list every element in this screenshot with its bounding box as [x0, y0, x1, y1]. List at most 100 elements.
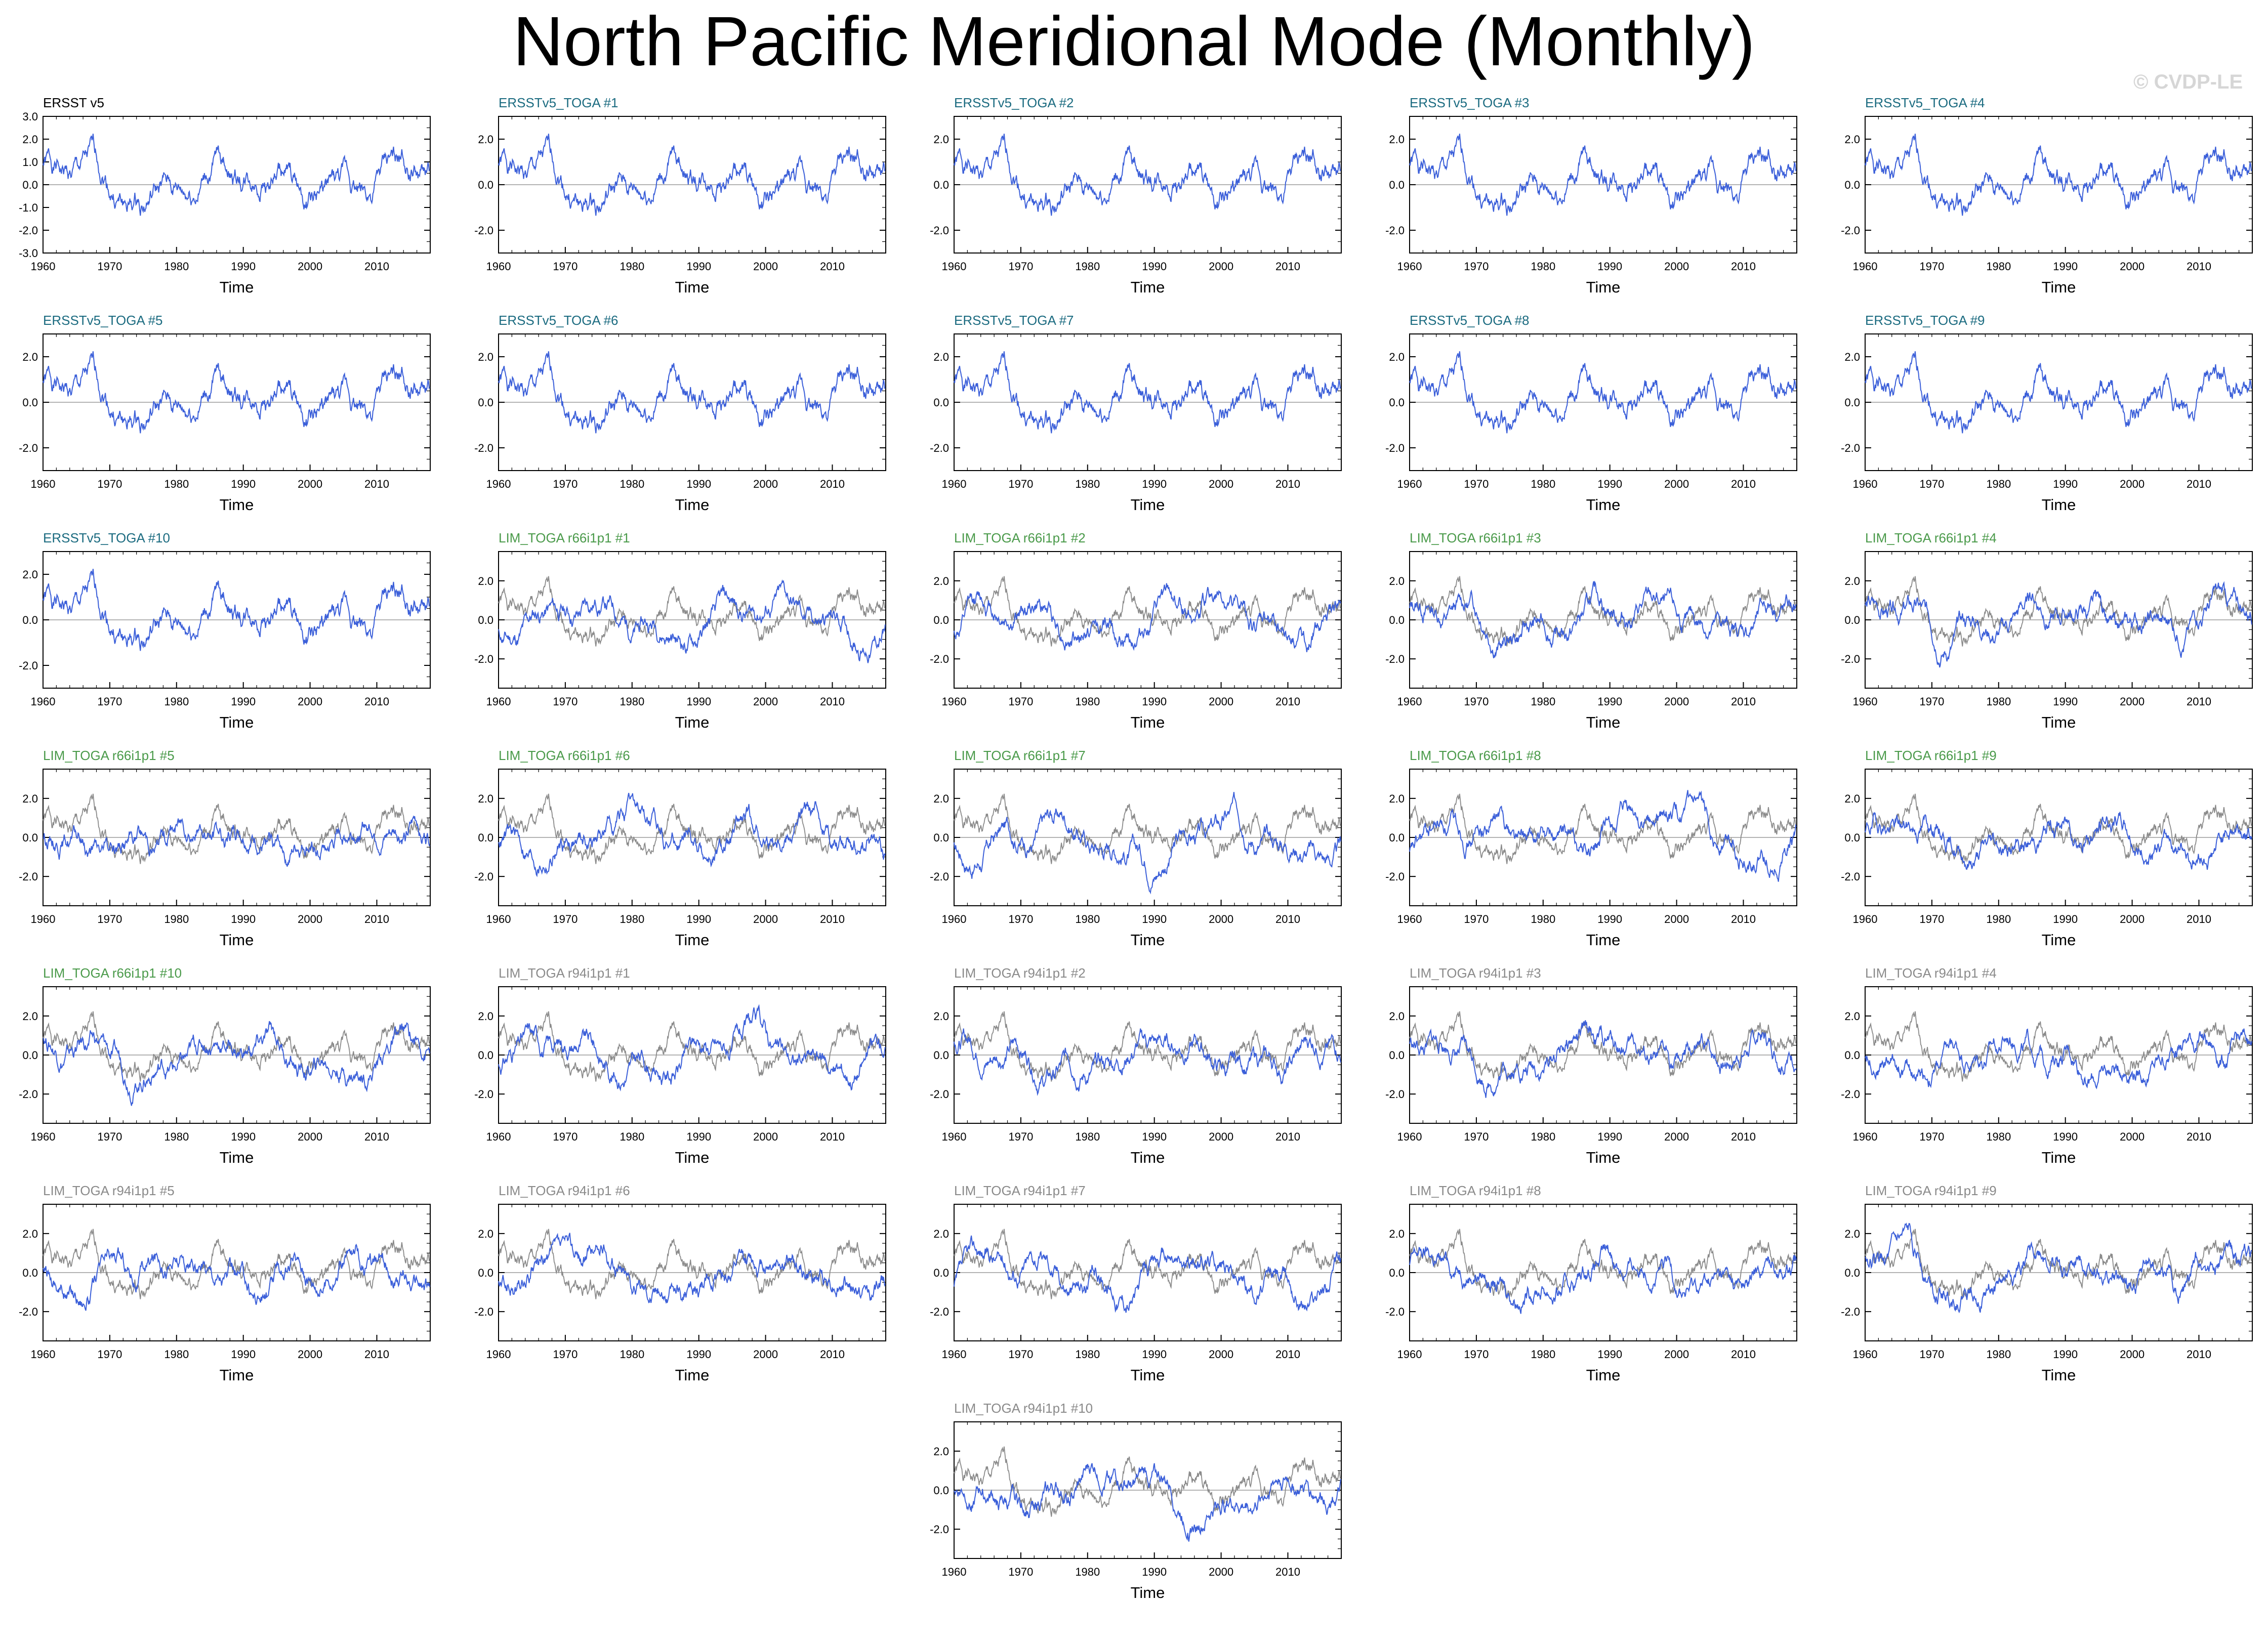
series-line: [954, 1235, 1341, 1313]
x-axis-label: Time: [1130, 1584, 1165, 1601]
x-tick-label: 1990: [231, 1130, 256, 1143]
panel-title: ERSSTv5_TOGA #3: [1410, 95, 1530, 110]
x-tick-label: 1990: [2053, 695, 2078, 708]
x-tick-label: 2000: [1209, 478, 1233, 490]
x-tick-label: 2010: [364, 913, 389, 925]
y-tick-label: 2.0: [1844, 792, 1860, 805]
y-tick-label: 0.0: [933, 1049, 949, 1062]
x-tick-label: 2010: [364, 1348, 389, 1361]
x-axis-label: Time: [1130, 278, 1165, 296]
x-tick-label: 1990: [2053, 478, 2078, 490]
obs-reference-line: [498, 576, 886, 647]
y-tick-label: 2.0: [1389, 792, 1405, 805]
x-tick-label: 1970: [1919, 913, 1944, 925]
panel-24: LIM_TOGA r94i1p1 #3 2.0 0.0 -2.0 1960 1970 198…: [1367, 965, 1809, 1174]
x-tick-label: 1990: [231, 695, 256, 708]
y-tick-label: 0.0: [478, 614, 493, 626]
panel-title: ERSSTv5_TOGA #8: [1410, 313, 1530, 328]
x-tick-label: 1970: [1919, 1130, 1944, 1143]
x-tick-label: 1970: [1919, 695, 1944, 708]
panel-28: LIM_TOGA r94i1p1 #7 2.0 0.0 -2.0 1960 1970 198…: [911, 1183, 1354, 1391]
series-line: [498, 792, 886, 877]
y-tick-label: 0.0: [1389, 396, 1405, 409]
x-tick-label: 1970: [553, 260, 578, 273]
x-axis-label: Time: [675, 1366, 710, 1384]
x-tick-label: 2010: [1731, 913, 1756, 925]
series-line: [954, 792, 1341, 895]
panel-1: ERSST v5 3.0 2.0 1.0 0.0 -1.0 -2.0 -3.0 1960 1970…: [0, 95, 443, 304]
x-tick-label: 1970: [1464, 260, 1489, 273]
y-tick-label: -2.0: [1841, 870, 1860, 883]
x-axis-label: Time: [1130, 931, 1165, 949]
x-tick-label: 1990: [686, 478, 711, 490]
panel-title: LIM_TOGA r94i1p1 #7: [954, 1183, 1086, 1198]
x-tick-label: 2000: [753, 1348, 778, 1361]
y-tick-label: 0.0: [478, 396, 493, 409]
x-tick-label: 1980: [1075, 260, 1100, 273]
y-tick-label: 0.0: [1844, 831, 1860, 844]
panel-14: LIM_TOGA r66i1p1 #3 2.0 0.0 -2.0 1960 1970 198…: [1367, 530, 1809, 739]
y-tick-label: 2.0: [478, 575, 493, 587]
y-tick-label: 0.0: [1844, 1267, 1860, 1279]
x-tick-label: 1970: [1008, 1348, 1033, 1361]
y-tick-label: 2.0: [1844, 1228, 1860, 1240]
x-tick-label: 2000: [1664, 913, 1689, 925]
series-line: [498, 134, 886, 216]
panel-plot: 2.0 0.0 -2.0 1960 1970 1980 1990 2000 2010: [930, 333, 1342, 490]
x-tick-label: 1960: [942, 1348, 967, 1361]
x-tick-label: 1960: [486, 695, 511, 708]
panel-plot: 2.0 0.0 -2.0 1960 1970 1980 1990 2000 2010: [930, 1421, 1342, 1578]
x-tick-label: 1980: [1986, 1348, 2011, 1361]
x-axis-label: Time: [1586, 496, 1621, 514]
obs-reference-line: [954, 1011, 1341, 1082]
obs-reference-line: [954, 1229, 1341, 1299]
series-line: [954, 1028, 1341, 1096]
x-tick-label: 2010: [1731, 695, 1756, 708]
y-tick-label: 2.0: [478, 351, 493, 363]
x-tick-label: 1960: [1397, 260, 1422, 273]
x-tick-label: 1960: [1397, 695, 1422, 708]
x-tick-label: 2000: [1664, 1130, 1689, 1143]
panel-title: LIM_TOGA r66i1p1 #1: [499, 530, 630, 545]
panel-17: LIM_TOGA r66i1p1 #6 2.0 0.0 -2.0 1960 1970 198…: [456, 748, 898, 956]
x-tick-label: 1960: [31, 1348, 56, 1361]
y-tick-label: 0.0: [1389, 614, 1405, 626]
panel-title: LIM_TOGA r66i1p1 #9: [1865, 748, 1997, 763]
x-tick-label: 1980: [1531, 913, 1555, 925]
y-tick-label: 2.0: [478, 1010, 493, 1023]
x-tick-label: 2000: [298, 1348, 322, 1361]
x-tick-label: 1970: [1008, 1130, 1033, 1143]
x-tick-label: 2010: [1275, 1130, 1300, 1143]
y-tick-label: 2.0: [22, 1228, 38, 1240]
panel-title: LIM_TOGA r66i1p1 #5: [43, 748, 175, 763]
x-tick-label: 1990: [686, 913, 711, 925]
x-tick-label: 2000: [1209, 913, 1233, 925]
y-tick-label: 0.0: [1389, 1049, 1405, 1062]
x-tick-label: 1980: [164, 260, 189, 273]
x-tick-label: 2010: [820, 260, 845, 273]
watermark: © CVDP-LE: [2133, 71, 2243, 93]
panel-6: ERSSTv5_TOGA #5 2.0 0.0 -2.0 1960 1970 1980 199…: [0, 313, 443, 521]
x-tick-label: 1970: [1008, 695, 1033, 708]
series-line: [498, 1233, 886, 1304]
x-tick-label: 1990: [2053, 260, 2078, 273]
panel-8: ERSSTv5_TOGA #7 2.0 0.0 -2.0 1960 1970 1980 199…: [911, 313, 1354, 521]
x-tick-label: 1960: [1397, 1130, 1422, 1143]
x-axis-label: Time: [675, 1149, 710, 1166]
obs-reference-line: [43, 1229, 430, 1299]
panel-plot: 2.0 0.0 -2.0 1960 1970 1980 1990 2000 2010: [1841, 551, 2253, 708]
x-axis-label: Time: [2041, 496, 2076, 514]
x-tick-label: 1970: [97, 478, 122, 490]
x-axis-label: Time: [219, 1149, 254, 1166]
x-tick-label: 1980: [620, 1348, 644, 1361]
panel-title: LIM_TOGA r94i1p1 #6: [499, 1183, 630, 1198]
panel-title: LIM_TOGA r94i1p1 #3: [1410, 965, 1541, 981]
x-tick-label: 1960: [31, 260, 56, 273]
panel-title: ERSSTv5_TOGA #4: [1865, 95, 1985, 110]
x-tick-label: 2000: [1209, 695, 1233, 708]
y-tick-label: -2.0: [474, 1305, 493, 1318]
obs-reference-line: [498, 1011, 886, 1082]
x-tick-label: 1970: [1008, 1566, 1033, 1578]
panel-31: LIM_TOGA r94i1p1 #10 2.0 0.0 -2.0 1960 1970 19…: [911, 1401, 1354, 1609]
